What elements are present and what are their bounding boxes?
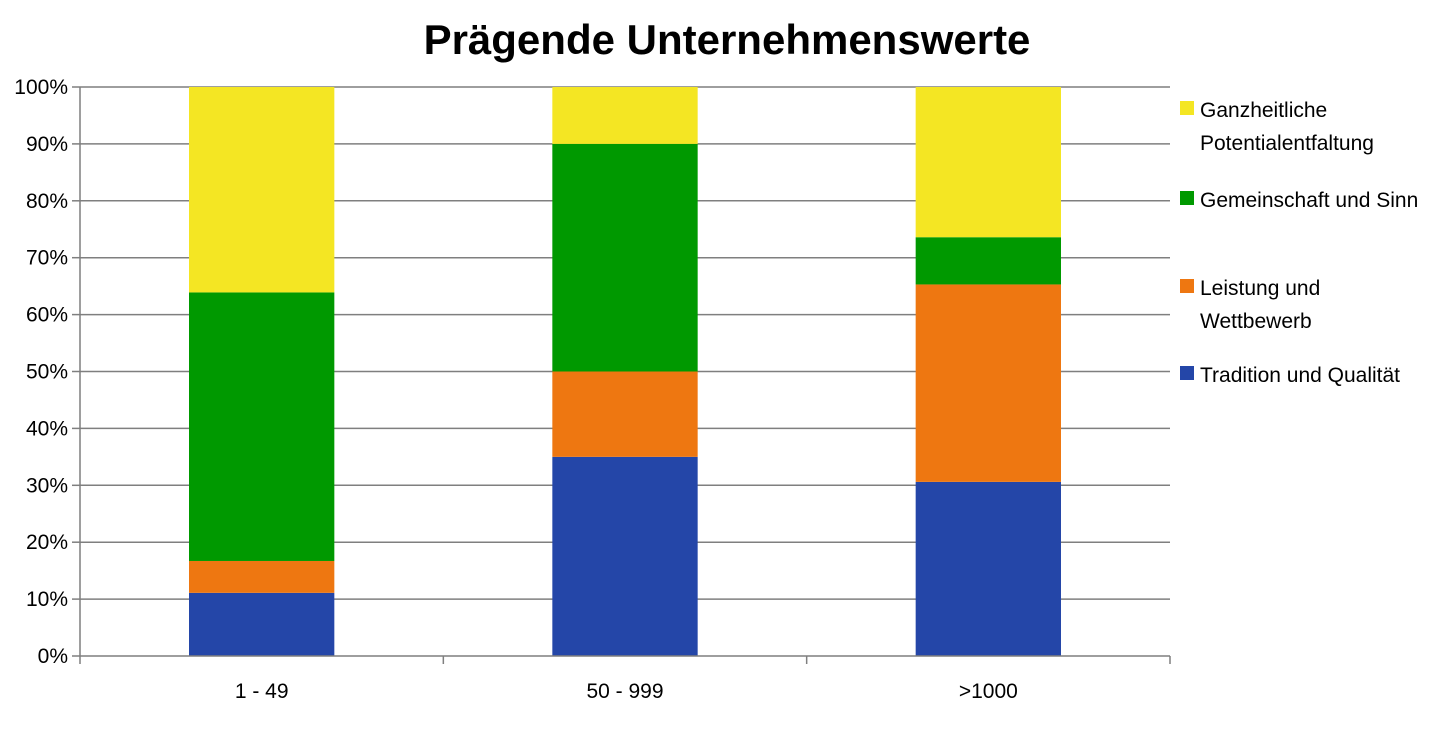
y-tick-label: 10% <box>26 588 68 611</box>
chart-title: Prägende Unternehmenswerte <box>423 16 1031 63</box>
y-tick-label: 100% <box>14 76 68 99</box>
bar-segment <box>189 592 335 656</box>
y-tick-label: 60% <box>26 304 68 327</box>
y-tick-label: 70% <box>26 247 68 270</box>
y-tick-label: 20% <box>26 531 68 554</box>
bar-segment <box>552 87 698 144</box>
y-tick-label: 80% <box>26 190 68 213</box>
legend: Ganzheitliche Potentialentfaltung Gemeinsc… <box>1180 99 1418 387</box>
bar-segment <box>552 371 698 457</box>
x-tick-label: 50 - 999 <box>586 680 663 703</box>
bars <box>189 87 1061 656</box>
bar-segment <box>189 87 335 293</box>
legend-swatch <box>1180 366 1194 380</box>
legend-label: Tradition und Qualität <box>1200 364 1400 387</box>
y-tick-label: 50% <box>26 361 68 384</box>
bar-segment <box>915 284 1061 482</box>
x-tick-label: >1000 <box>959 680 1018 703</box>
y-tick-label: 40% <box>26 417 68 440</box>
legend-label: Potentialentfaltung <box>1200 132 1374 155</box>
legend-swatch <box>1180 191 1194 205</box>
legend-label: Gemeinschaft und Sinn <box>1200 189 1418 212</box>
legend-label: Ganzheitliche <box>1200 99 1327 122</box>
bar-segment <box>552 143 698 372</box>
legend-swatch <box>1180 101 1194 115</box>
legend-swatch <box>1180 279 1194 293</box>
bar-segment <box>189 560 335 593</box>
bar-segment <box>915 87 1061 238</box>
bar-segment <box>915 481 1061 656</box>
y-axis-ticks: 0% 10% 20% 30% 40% 50% 60% 70% 80% 90% 100% <box>14 76 68 668</box>
x-tick-label: 1 - 49 <box>235 680 289 703</box>
bar-segment <box>552 456 698 656</box>
y-tick-label: 30% <box>26 474 68 497</box>
y-tick-label: 0% <box>38 645 68 668</box>
bar-segment <box>189 292 335 561</box>
legend-label: Leistung und <box>1200 277 1320 300</box>
legend-label: Wettbewerb <box>1200 310 1312 333</box>
axes <box>72 86 1171 664</box>
x-axis-ticks: 1 - 49 50 - 999 >1000 <box>235 680 1018 703</box>
y-tick-label: 90% <box>26 133 68 156</box>
bar-segment <box>915 237 1061 285</box>
